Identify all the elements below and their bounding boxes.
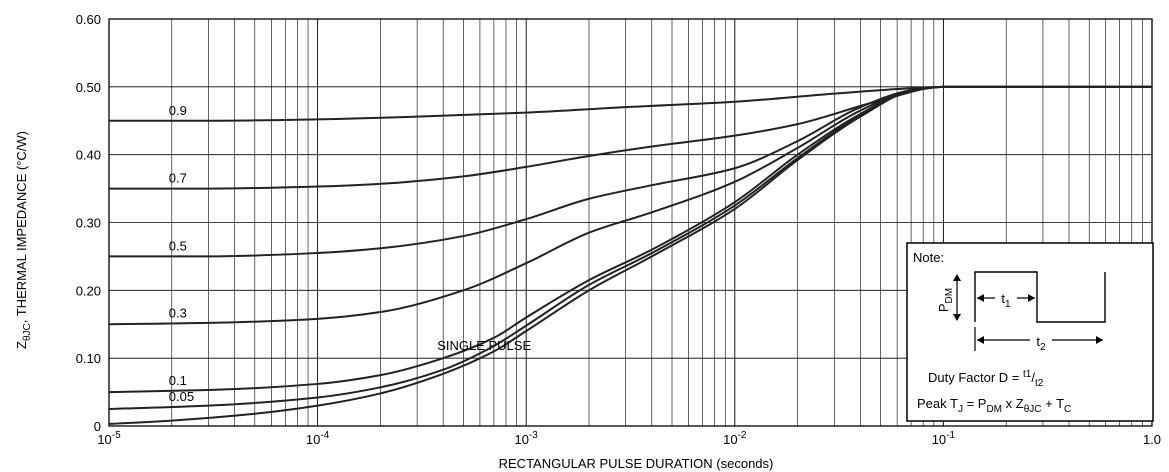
- series-label: SINGLE PULSE: [437, 338, 531, 353]
- y-axis-label: ZθJC, THERMAL IMPEDANCE (°C/W): [14, 131, 33, 349]
- series-line: [108, 85, 1152, 258]
- x-tick-label: 10-3: [515, 430, 539, 447]
- series-line: [108, 85, 1152, 425]
- pdm-label: PDM: [936, 288, 955, 312]
- tick-labels: 0 0.10 0.20 0.30 0.40 0.50 0.60 10-5 10-4 10-3 10-…: [76, 12, 1161, 447]
- curves: 0.9 0.7 0.5 0.3 0.10.05 SINGLE PULSE: [108, 85, 1152, 425]
- x-tick-label: 10-5: [97, 430, 121, 447]
- y-tick-label: 0.50: [76, 80, 101, 95]
- note-title: Note:: [913, 250, 944, 265]
- y-tick-label: 0.20: [76, 283, 101, 298]
- pulse-waveform: [974, 271, 1106, 323]
- series-label: 0.3: [169, 305, 187, 320]
- y-tick-label: 0.60: [76, 12, 101, 27]
- series-label: 0.9: [169, 103, 187, 118]
- t1-label: t1: [1001, 291, 1011, 310]
- series-label: 0.7: [169, 171, 187, 186]
- y-tick-label: 0: [94, 419, 101, 434]
- t2-label: t2: [1036, 334, 1046, 353]
- series-line: [109, 85, 1152, 190]
- peak-formula-text: Peak TJ = PDM x ZθJC + TC: [917, 396, 1071, 415]
- y-tick-label: 0.10: [76, 351, 101, 366]
- y-tick-label: 0.40: [76, 148, 101, 163]
- series-label: 0.1: [169, 373, 187, 388]
- x-axis-label: RECTANGULAR PULSE DURATION (seconds): [499, 456, 774, 471]
- plot-frame: [108, 18, 1153, 427]
- x-tick-label: 10-4: [306, 430, 330, 447]
- x-tick-label: 10-2: [723, 430, 747, 447]
- series-label: 0.5: [169, 238, 187, 253]
- y-tick-label: 0.30: [76, 216, 101, 231]
- x-tick-label: 10-1: [932, 430, 956, 447]
- duty-factor-text: Duty Factor D = t1/t2: [928, 369, 1044, 389]
- series-line: [108, 85, 1152, 122]
- x-tick-label: 1.0: [1143, 432, 1161, 447]
- series-label: 0.05: [169, 389, 194, 404]
- note-box: Note: PDM t1 t2 Duty Factor D = t1/t2: [906, 242, 1154, 422]
